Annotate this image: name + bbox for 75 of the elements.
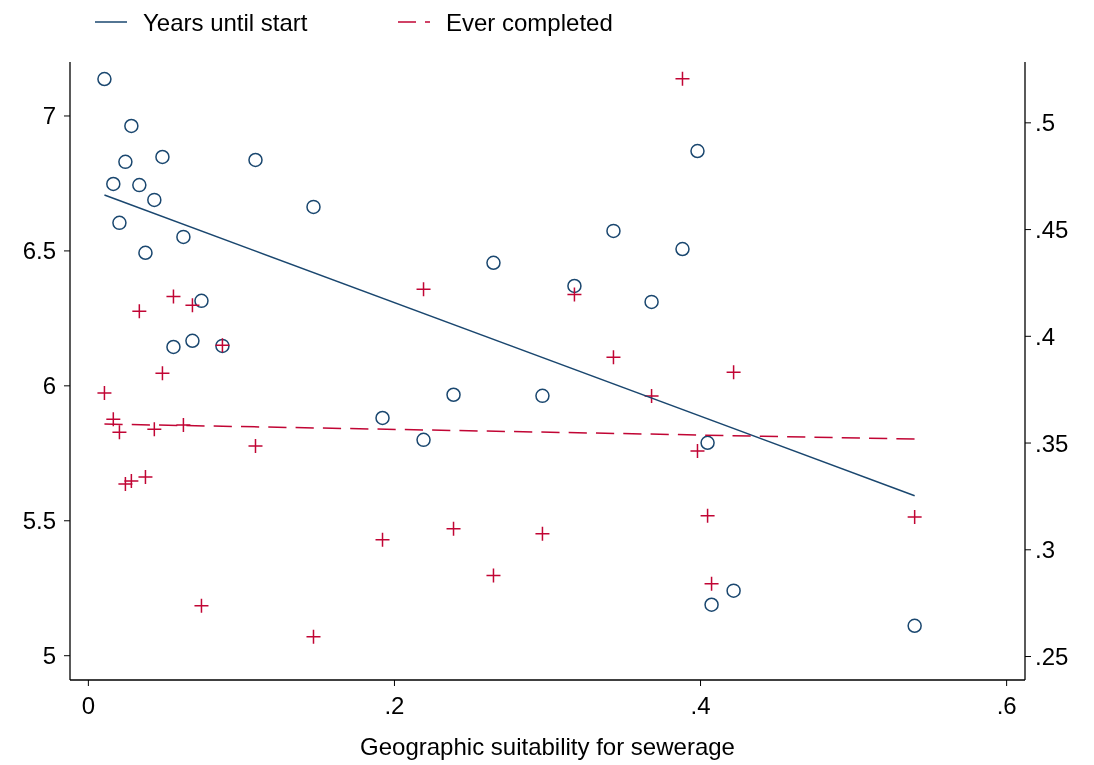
point [105, 411, 122, 427]
point [605, 349, 622, 365]
point [247, 438, 264, 454]
point [193, 597, 210, 614]
point [248, 152, 263, 168]
point [699, 508, 716, 524]
point [175, 417, 192, 433]
point [644, 294, 659, 310]
point [97, 71, 112, 87]
y2-tick-label: .4 [1035, 322, 1056, 350]
point [117, 476, 134, 492]
y-tick-label: 7 [42, 102, 56, 130]
point [906, 509, 923, 525]
y2-tick-label: .35 [1035, 429, 1069, 457]
point [486, 255, 501, 271]
legend-label: Years until start [143, 8, 308, 36]
point [725, 364, 742, 380]
y-tick-label: 5.5 [22, 507, 56, 535]
point [138, 245, 153, 261]
point [146, 421, 163, 437]
point [147, 192, 162, 208]
point [176, 229, 191, 245]
point [534, 526, 551, 542]
x-tick-label: .2 [384, 692, 405, 719]
point [194, 293, 209, 309]
point [155, 149, 170, 165]
point [131, 303, 148, 320]
x-tick-label: 0 [81, 692, 96, 719]
point [535, 388, 550, 404]
point [689, 443, 706, 459]
point [703, 575, 720, 592]
point [166, 339, 181, 355]
point [907, 618, 922, 634]
y2-tick-label: .45 [1035, 216, 1069, 244]
point [137, 469, 154, 485]
point [184, 297, 201, 314]
point [675, 241, 690, 257]
y-tick-label: 6.5 [22, 237, 56, 265]
point [154, 365, 171, 381]
point [606, 223, 621, 239]
point [415, 281, 432, 298]
point [567, 278, 582, 294]
point [485, 567, 502, 584]
point [700, 435, 715, 451]
x-tick-label: .6 [996, 692, 1017, 719]
point [111, 424, 128, 440]
point [305, 628, 322, 645]
point [674, 71, 691, 87]
point [375, 410, 390, 426]
y-tick-label: 6 [42, 372, 56, 400]
point [566, 286, 583, 303]
point [165, 288, 182, 305]
point [106, 176, 121, 192]
point [726, 583, 741, 598]
point [112, 215, 127, 231]
point [446, 387, 461, 402]
point [374, 532, 391, 548]
point [123, 473, 140, 489]
y2-tick-label: .25 [1035, 643, 1069, 671]
y2-tick-label: .3 [1035, 536, 1056, 564]
point [132, 177, 147, 193]
point [185, 333, 200, 349]
y2-tick-label: .5 [1035, 109, 1056, 137]
x-tick-label: .4 [690, 692, 711, 719]
point [704, 597, 719, 612]
point [690, 143, 705, 159]
y-tick-label: 5 [42, 642, 56, 670]
point [118, 154, 133, 170]
point [306, 199, 321, 215]
x-axis-title: Geographic suitability for sewerage [360, 733, 735, 760]
point [96, 385, 113, 401]
legend-label: Ever completed [446, 8, 613, 36]
point [124, 118, 139, 134]
point [416, 432, 431, 448]
point [445, 521, 462, 537]
